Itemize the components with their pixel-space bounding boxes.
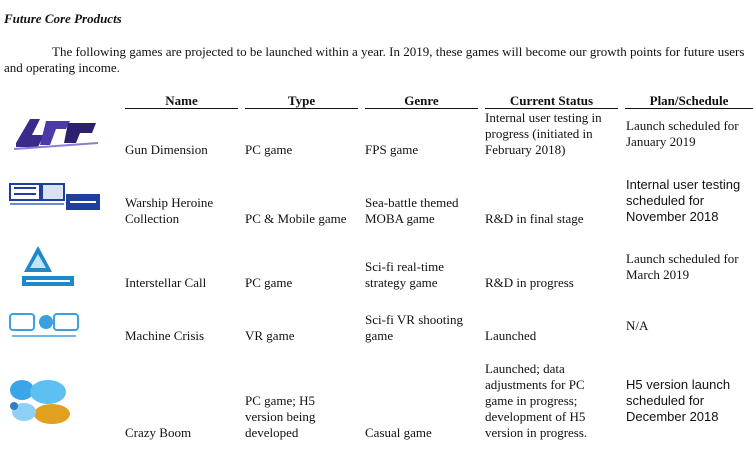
col-header-genre: Genre: [404, 93, 439, 108]
cell-status: Internal user testing in progress (initi…: [485, 110, 602, 157]
cell-status: Launched; data adjustments for PC game i…: [485, 361, 588, 440]
cell-genre: Casual game: [365, 425, 432, 440]
cell-genre: Sci-fi VR shooting game: [365, 312, 463, 343]
header-rule: [485, 108, 618, 109]
gun-dimension-logo: [10, 113, 102, 153]
cell-type: PC game: [245, 142, 293, 157]
cell-plan: Launch scheduled for January 2019: [626, 118, 739, 149]
header-rule: [245, 108, 358, 109]
cell-plan: H5 version launch scheduled for December…: [626, 377, 731, 424]
cell-type: PC game: [245, 275, 293, 290]
cell-type: PC & Mobile game: [245, 211, 347, 226]
cell-genre: Sci-fi real-time strategy game: [365, 259, 445, 290]
cell-name: Crazy Boom: [125, 425, 192, 440]
cell-type: VR game: [245, 328, 295, 343]
interstellar-call-logo: [22, 242, 74, 288]
header-rule: [125, 108, 238, 109]
cell-plan: Launch scheduled for March 2019: [626, 251, 739, 282]
machine-crisis-logo: [8, 310, 80, 340]
section-title: Future Core Products: [4, 11, 122, 26]
cell-genre: FPS game: [365, 142, 419, 157]
cell-type: PC game; H5 version being developed: [245, 393, 316, 440]
cell-status: R&D in final stage: [485, 211, 584, 226]
cell-name: Interstellar Call: [125, 275, 207, 290]
cell-plan: N/A: [626, 318, 649, 333]
crazy-boom-logo: [8, 376, 72, 426]
cell-name: Warship Heroine Collection: [125, 195, 214, 226]
cell-name: Machine Crisis: [125, 328, 205, 343]
col-header-type: Type: [287, 93, 316, 108]
intro-paragraph: The following games are projected to be …: [4, 44, 745, 75]
warship-heroine-logo: [8, 180, 102, 214]
cell-status: Launched: [485, 328, 537, 343]
cell-plan: Internal user testing scheduled for Nove…: [626, 177, 741, 224]
header-rule: [625, 108, 753, 109]
header-rule: [365, 108, 478, 109]
cell-genre: Sea-battle themed MOBA game: [365, 195, 459, 226]
col-header-status: Current Status: [509, 93, 594, 108]
col-header-plan: Plan/Schedule: [649, 93, 729, 108]
cell-name: Gun Dimension: [125, 142, 208, 157]
cell-status: R&D in progress: [485, 275, 574, 290]
col-header-name: Name: [165, 93, 198, 108]
